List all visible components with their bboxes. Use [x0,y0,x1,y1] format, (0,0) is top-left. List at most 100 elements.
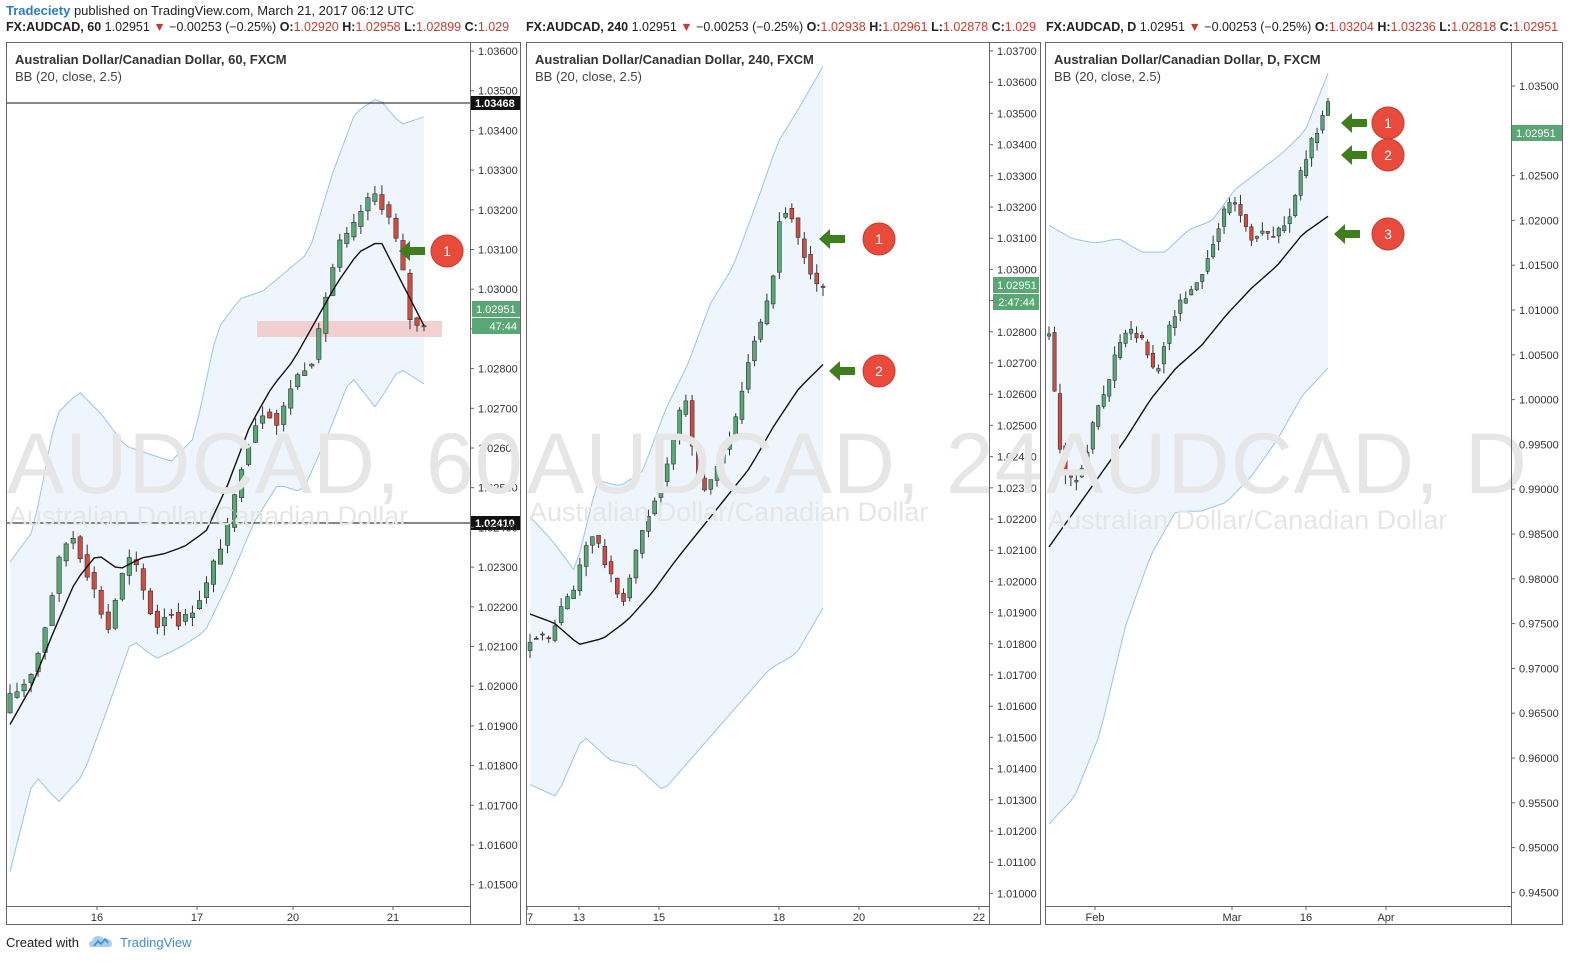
candle-body [365,197,371,212]
chart-panel-d1[interactable]: 1.035001.030001.025001.020001.015001.010… [1045,42,1563,925]
candle-body [571,589,576,600]
price-tick-label: 1.01900 [997,608,1037,620]
candle-body [1046,333,1052,337]
price-tick-label: 1.01200 [997,826,1037,838]
last-price-label: 1.02951 [476,304,516,316]
candle-body [1156,368,1161,372]
numbered-badge [1371,217,1405,251]
candle-body [621,593,626,602]
numbered-badge-label: 1 [875,231,883,247]
price-tick-label: 1.02000 [478,681,518,693]
price-tick-label: 1.03600 [997,77,1037,89]
strip-change: −0.00253 (−0.25%) [169,20,277,34]
watermark-description: Australian Dollar/Canadian Dollar [529,497,929,527]
numbered-badge [862,222,896,256]
arrow-shape [1341,145,1367,165]
candle-body [190,612,196,618]
price-axis[interactable] [989,43,1040,924]
level-marker-label: 1.03468 [475,98,515,110]
candle-body [197,600,203,609]
down-triangle-icon: ▼ [153,20,166,34]
arrow-shape [1334,224,1360,244]
last-price-marker [993,277,1039,293]
candle-body [770,275,776,305]
candle-body [1298,170,1303,196]
indicator-legend[interactable]: BB (20, close, 2.5) [535,69,642,84]
chart-plot-h4[interactable]: 1.03700 1.03600 1.03500 1.03400 1.03300 1.032… [527,43,1041,925]
candle-body [218,548,224,565]
candle-body [1107,379,1112,397]
price-tick-label: 1.03300 [478,165,518,177]
chart-panel-h4[interactable]: 1.03700 1.03600 1.03500 1.03400 1.03300 1.032… [526,42,1041,925]
price-tick-label: 1.02400 [997,452,1037,464]
time-axis[interactable] [527,906,989,924]
candle-body [56,556,62,594]
candle-body [1178,299,1183,314]
chart-panel-h1[interactable]: 1.03468 1.02410 1.03600 1.03500 1.03400 1.033… [6,42,521,925]
numbered-badge-label: 1 [443,243,451,259]
left-arrow-icon [399,241,425,261]
candle-body [652,500,657,515]
time-tick-label: 16 [91,912,103,924]
numbered-badge [1371,138,1405,172]
tradingview-link[interactable]: TradingView [120,935,192,950]
numbered-badge-label: 1 [1384,115,1392,131]
numbered-badge-label: 3 [1384,226,1392,242]
candle-body [708,479,714,490]
strip-last: 1.02951 [104,20,150,34]
footer: Created with TradingView [6,935,192,952]
time-axis[interactable] [1046,906,1511,924]
candle-body [182,614,188,622]
candle-body [646,515,651,532]
arrow-shape [399,241,425,261]
price-tick-label: 1.03400 [478,125,518,137]
candle-body [147,590,153,614]
price-tick-label: 1.03500 [478,86,518,98]
candle-body [274,413,280,426]
price-axis[interactable] [470,43,520,924]
price-tick-label: 1.03200 [478,205,518,217]
indicator-legend[interactable]: BB (20, close, 2.5) [1054,69,1161,84]
candle-body [1057,393,1062,450]
candle-body [330,267,336,296]
numbered-badge-label: 2 [875,363,883,379]
chart-title: Australian Dollar/Canadian Dollar, 60, F… [15,52,287,67]
candle-body [1271,236,1276,238]
strip-close: 1.02951 [1512,20,1559,34]
strip-l-label: L: [1439,20,1452,34]
watermark-symbol: AUDCAD, 240 [527,416,1041,512]
candle-body [615,577,620,595]
candle-body [820,285,826,288]
price-tick-label: 0.95500 [1519,798,1559,810]
candle-body [596,535,601,544]
countdown-label: 47:44 [489,321,517,333]
publisher-author[interactable]: Tradeciety [6,3,71,18]
candle-body [344,233,350,244]
strip-open: 1.03204 [1328,20,1374,34]
panel-strip-d1: FX:AUDCAD, D 1.02951 ▼ −0.00253 (−0.25%)… [1046,20,1580,42]
candle-body [1238,204,1243,216]
arrow-shape [829,361,855,381]
price-tick-label: 1.01500 [1519,260,1559,272]
candle-body [546,637,551,640]
price-tick-label: 1.02200 [997,514,1037,526]
chart-plot-h1[interactable]: 1.03468 1.02410 1.03600 1.03500 1.03400 1.033… [7,43,521,925]
created-with-label: Created with [6,935,79,950]
bollinger-lower-line [529,607,824,797]
chart-plot-d1[interactable]: 1.035001.030001.025001.020001.015001.010… [1046,43,1563,925]
candle-body [664,463,670,482]
candle-body [1118,342,1123,358]
publisher-text: published on TradingView.com, March 21, … [73,3,415,18]
candle-body [232,494,238,528]
time-axis[interactable] [7,906,470,924]
price-tick-label: 0.96000 [1519,753,1559,765]
price-axis[interactable] [1511,43,1562,924]
candle-body [1074,479,1079,483]
indicator-legend[interactable]: BB (20, close, 2.5) [15,69,122,84]
price-tick-label: 1.02200 [478,602,518,614]
time-tick-label: 13 [573,912,585,924]
candle-body [671,435,676,465]
strip-c-label: C: [991,20,1005,34]
candle-body [1222,208,1227,227]
price-tick-label: 1.01600 [997,701,1037,713]
